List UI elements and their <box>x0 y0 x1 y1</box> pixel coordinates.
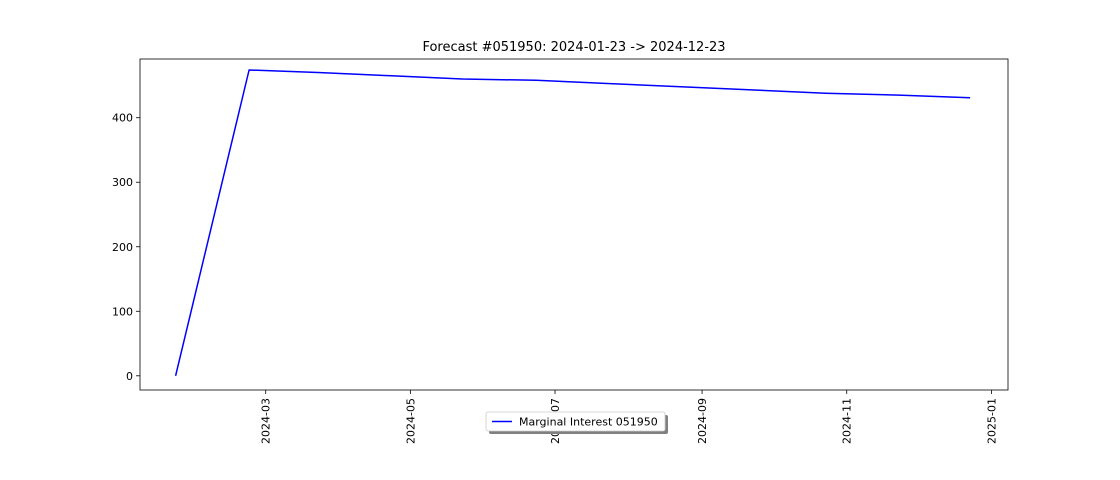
plot-frame <box>139 58 1009 391</box>
y-tick-label: 300 <box>112 176 133 189</box>
x-tick-label: 2024-03 <box>260 398 273 444</box>
x-tick-label: 2024-11 <box>841 398 854 444</box>
x-tick-label: 2024-05 <box>404 398 417 444</box>
y-tick-label: 100 <box>112 305 133 318</box>
series-layer <box>174 69 971 376</box>
legend-box <box>485 411 666 432</box>
y-tick-label: 400 <box>112 112 133 125</box>
x-tick-label: 2024-09 <box>696 398 709 444</box>
series-line <box>174 69 971 376</box>
legend-label: Marginal Interest 051950 <box>519 416 658 429</box>
y-tick-label: 200 <box>112 241 133 254</box>
legend: Marginal Interest 051950 <box>485 411 668 434</box>
x-tick-label: 2025-01 <box>985 398 998 444</box>
chart-title: Forecast #051950: 2024-01-23 -> 2024-12-… <box>422 40 725 55</box>
y-tick-label: 0 <box>126 370 133 383</box>
y-axis: 0 100 200 300 400 <box>112 112 140 383</box>
